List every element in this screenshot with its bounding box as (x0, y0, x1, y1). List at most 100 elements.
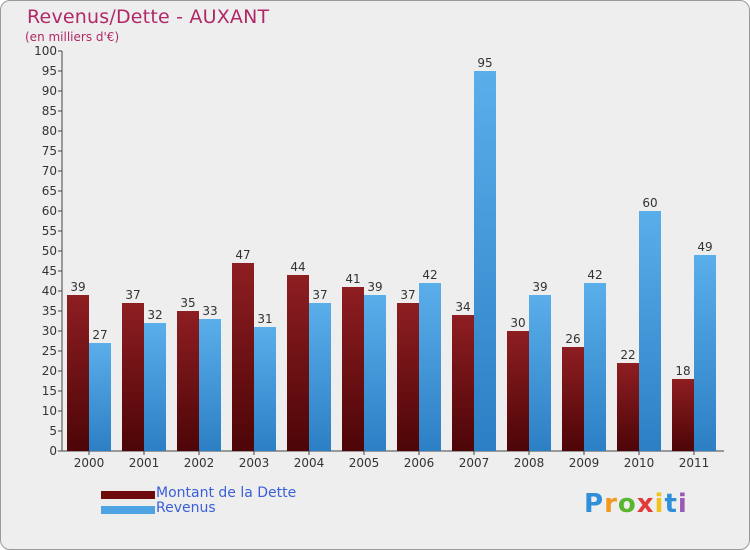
x-tick-label: 2004 (294, 456, 325, 470)
bar-revenus (309, 303, 331, 451)
y-tick-label: 20 (42, 364, 57, 378)
bar-revenus (639, 211, 661, 451)
y-tick-label: 35 (42, 304, 57, 318)
y-tick-label: 80 (42, 124, 57, 138)
x-axis: 2000 2001 2002 2003 2004 2005 2006 2007 2008 2009… (62, 450, 724, 470)
y-tick-label: 85 (42, 104, 57, 118)
y-tick-label: 40 (42, 284, 57, 298)
chart-title: Revenus/Dette - AUXANT (27, 6, 270, 28)
y-axis: 0 5 10 15 20 25 30 35 40 45 50 55 60 65 70 75 80 85 90 95 10… (34, 44, 63, 458)
data-label-dette: 26 (565, 332, 580, 346)
y-tick-label: 10 (42, 404, 57, 418)
bar-revenus (474, 71, 496, 451)
logo-letter: t (664, 489, 678, 519)
bar-dette (122, 303, 144, 451)
data-labels-group: 39 27 37 32 35 33 47 31 44 37 41 39 37 42 34 95 30 39 26 42… (70, 56, 712, 378)
data-label-dette: 41 (345, 272, 360, 286)
logo-letter: i (677, 489, 688, 519)
y-tick-label: 45 (42, 264, 57, 278)
y-tick-label: 60 (42, 204, 57, 218)
y-tick-label: 5 (49, 424, 57, 438)
data-label-revenus: 27 (92, 328, 107, 342)
data-label-revenus: 60 (642, 196, 657, 210)
bar-dette (342, 287, 364, 451)
legend-swatch-dette (101, 491, 155, 499)
bar-dette (507, 331, 529, 451)
data-label-dette: 39 (70, 280, 85, 294)
logo-letter: o (617, 489, 637, 519)
logo-letter: r (604, 489, 618, 519)
x-tick-label: 2002 (184, 456, 215, 470)
data-label-dette: 44 (290, 260, 305, 274)
data-label-revenus: 37 (312, 288, 327, 302)
bar-revenus (144, 323, 166, 451)
y-tick-label: 15 (42, 384, 57, 398)
x-tick-label: 2000 (74, 456, 105, 470)
bar-revenus (254, 327, 276, 451)
y-tick-label: 55 (42, 224, 57, 238)
bar-dette (672, 379, 694, 451)
x-tick-label: 2010 (624, 456, 655, 470)
data-label-dette: 18 (675, 364, 690, 378)
y-tick-label: 75 (42, 144, 57, 158)
bar-revenus (694, 255, 716, 451)
bar-dette (617, 363, 639, 451)
y-tick-label: 0 (49, 444, 57, 458)
bar-revenus (419, 283, 441, 451)
legend-label-revenus: Revenus (156, 500, 216, 516)
y-tick-label: 30 (42, 324, 57, 338)
bars-group (67, 71, 716, 451)
legend-label-dette: Montant de la Dette (156, 485, 297, 501)
proxiti-logo: Proxiti (584, 489, 688, 519)
bar-dette (562, 347, 584, 451)
y-tick-label: 25 (42, 344, 57, 358)
data-label-revenus: 39 (367, 280, 382, 294)
data-label-revenus: 31 (257, 312, 272, 326)
y-tick-label: 70 (42, 164, 57, 178)
data-label-dette: 34 (455, 300, 470, 314)
x-tick-label: 2005 (349, 456, 380, 470)
logo-letter: i (654, 489, 665, 519)
data-label-dette: 37 (400, 288, 415, 302)
x-tick-label: 2011 (679, 456, 710, 470)
bar-dette (232, 263, 254, 451)
data-label-dette: 47 (235, 248, 250, 262)
data-label-revenus: 42 (587, 268, 602, 282)
data-label-revenus: 95 (477, 56, 492, 70)
data-label-dette: 35 (180, 296, 195, 310)
x-tick-label: 2001 (129, 456, 160, 470)
data-label-dette: 22 (620, 348, 635, 362)
chart-subtitle: (en milliers d'€) (25, 30, 120, 44)
y-tick-label: 90 (42, 84, 57, 98)
x-tick-label: 2008 (514, 456, 545, 470)
bar-revenus (364, 295, 386, 451)
data-label-revenus: 33 (202, 304, 217, 318)
bar-dette (67, 295, 89, 451)
y-tick-label: 95 (42, 64, 57, 78)
bar-dette (452, 315, 474, 451)
logo-letter: P (584, 489, 605, 519)
legend-swatch-revenus (101, 506, 155, 514)
logo-letter: x (636, 489, 655, 519)
bar-revenus (529, 295, 551, 451)
bar-revenus (89, 343, 111, 451)
bar-revenus (199, 319, 221, 451)
data-label-revenus: 42 (422, 268, 437, 282)
bar-dette (287, 275, 309, 451)
bar-dette (177, 311, 199, 451)
x-tick-label: 2009 (569, 456, 600, 470)
bar-dette (397, 303, 419, 451)
x-tick-label: 2003 (239, 456, 270, 470)
y-tick-label: 100 (34, 44, 57, 58)
data-label-dette: 30 (510, 316, 525, 330)
y-tick-label: 65 (42, 184, 57, 198)
x-tick-label: 2007 (459, 456, 490, 470)
data-label-revenus: 39 (532, 280, 547, 294)
data-label-revenus: 49 (697, 240, 712, 254)
data-label-revenus: 32 (147, 308, 162, 322)
data-label-dette: 37 (125, 288, 140, 302)
y-tick-label: 50 (42, 244, 57, 258)
bar-revenus (584, 283, 606, 451)
